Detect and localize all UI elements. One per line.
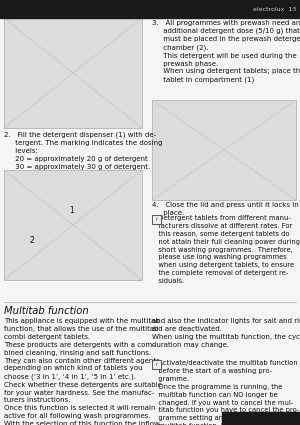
Text: electrolux  13: electrolux 13 <box>253 6 296 11</box>
Text: 2.   Fill the detergent dispenser (1) with de-
     tergent. The marking indicat: 2. Fill the detergent dispenser (1) with… <box>4 132 163 170</box>
Text: Activate/deactivate the multitab function
   before the start of a washing pro-
: Activate/deactivate the multitab functio… <box>152 360 299 425</box>
Bar <box>222 412 300 425</box>
Text: 4.   Close the lid and press until it locks in
     place.: 4. Close the lid and press until it lock… <box>152 202 299 216</box>
Text: Multitab function: Multitab function <box>4 306 89 316</box>
Text: 3.   All programmes with prewash need an
     additional detergent dose (5/10 g): 3. All programmes with prewash need an a… <box>152 20 300 83</box>
Bar <box>152 100 296 200</box>
Text: Detergent tablets from different manu-
   facturers dissolve at different rates.: Detergent tablets from different manu- f… <box>152 215 300 284</box>
Text: This appliance is equipped with the multitab
function, that allows the use of th: This appliance is equipped with the mult… <box>4 318 162 425</box>
Text: 2: 2 <box>30 235 34 244</box>
Text: i: i <box>156 362 157 367</box>
Bar <box>4 170 142 280</box>
Text: 1: 1 <box>70 206 74 215</box>
Bar <box>152 215 161 224</box>
Text: and also the indicator lights for salt and rinse
aid are deactivated.
When using: and also the indicator lights for salt a… <box>152 318 300 348</box>
Bar <box>0 0 300 18</box>
Text: i: i <box>156 217 157 222</box>
Bar <box>4 18 142 128</box>
Bar <box>152 360 161 369</box>
